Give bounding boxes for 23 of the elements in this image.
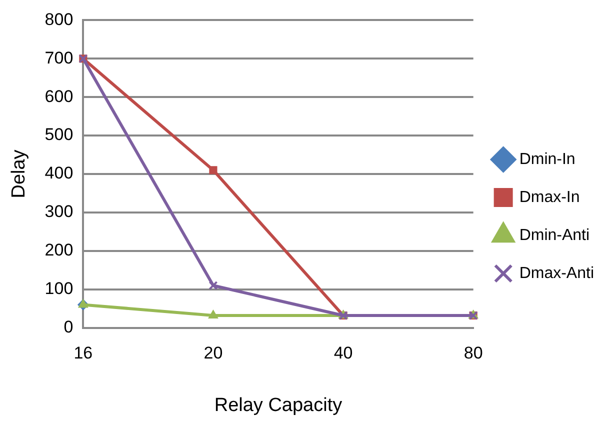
y-tick-label: 700 — [44, 48, 74, 68]
legend-label: Dmin-In — [519, 150, 576, 168]
x-tick-label: 20 — [204, 344, 223, 363]
x-tick-label: 80 — [464, 344, 483, 363]
point — [208, 280, 218, 290]
point — [209, 166, 218, 174]
x-tick-label: 40 — [334, 344, 353, 363]
legend-label: Dmin-Anti — [519, 226, 590, 244]
y-tick-label: 800 — [44, 10, 74, 29]
y-tick-label: 600 — [44, 86, 74, 106]
x-tick-label: 16 — [74, 344, 93, 363]
y-tick-label: 200 — [44, 240, 74, 260]
legend-label: Dmax-Anti — [519, 264, 594, 282]
point — [78, 299, 88, 308]
legend-label: Dmax-In — [519, 188, 580, 206]
y-axis-title: Delay — [8, 149, 30, 198]
y-tick-label: 400 — [44, 164, 74, 183]
point — [208, 310, 218, 318]
y-tick-label: 500 — [44, 125, 74, 144]
y-tick-label: 100 — [44, 279, 74, 298]
y-tick-label: 0 — [64, 317, 74, 336]
y-tick-label: 300 — [44, 202, 74, 222]
x-axis-title: Relay Capacity — [214, 394, 343, 416]
